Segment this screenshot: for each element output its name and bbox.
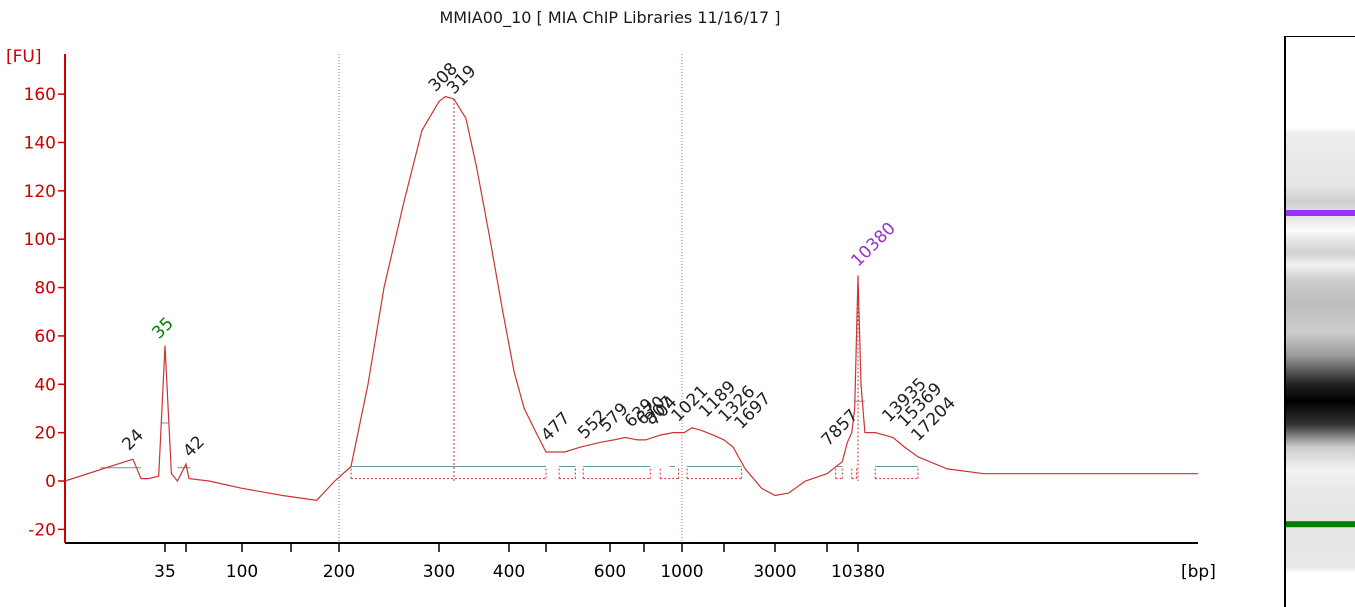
integration-box: [686, 466, 742, 480]
electropherogram-trace: [64, 95, 1198, 501]
y-tick-label: -20: [28, 520, 56, 540]
x-tick-label: 600: [594, 562, 626, 582]
integration-box: [558, 466, 576, 480]
integration-box: [350, 466, 547, 480]
y-tick-label: 100: [24, 230, 56, 250]
x-tick-label: 100: [226, 562, 258, 582]
x-tick-label: 10380: [831, 562, 885, 582]
upper-marker-band: [1286, 210, 1355, 217]
y-tick-label: 140: [24, 133, 56, 153]
gel-lane-background: [1284, 36, 1355, 607]
integration-box: [835, 466, 843, 480]
peak-label: 10380: [847, 219, 899, 271]
integration-box: [582, 466, 651, 480]
integration-box: [874, 466, 919, 480]
electropherogram-chart: -20 0 20 40 60 80 100 120 140 160 [FU] 35 100 200 300 4…: [6, 47, 1216, 582]
peak-label: 24: [118, 425, 147, 454]
y-tick-label: 20: [34, 424, 56, 444]
peak-label: 42: [179, 432, 208, 461]
peak-label: 477: [537, 408, 574, 445]
integration-box: [851, 466, 857, 480]
y-axis-label: [FU]: [6, 47, 42, 67]
y-tick-label: 40: [34, 375, 56, 395]
x-axis-label: [bp]: [1181, 562, 1216, 582]
peak-label: 7857: [818, 406, 863, 451]
x-tick-label: 1000: [660, 562, 703, 582]
integration-box: [659, 466, 680, 480]
y-tick-label: 0: [45, 472, 56, 492]
y-tick-label: 60: [34, 327, 56, 347]
x-tick-label: 3000: [753, 562, 796, 582]
y-tick-label: 80: [34, 279, 56, 299]
y-tick-label: 120: [24, 182, 56, 202]
x-tick-label: 200: [323, 562, 355, 582]
page-title: MMIA00_10 [ MIA ChIP Libraries 11/16/17 …: [439, 8, 781, 27]
x-tick-label: 300: [423, 562, 455, 582]
x-tick-label: 400: [493, 562, 525, 582]
lower-marker-band: [1286, 521, 1355, 528]
gel-lane: [1284, 36, 1355, 607]
y-tick-label: 160: [24, 85, 56, 105]
x-tick-label: 35: [154, 562, 176, 582]
peak-label: 35: [148, 314, 177, 343]
